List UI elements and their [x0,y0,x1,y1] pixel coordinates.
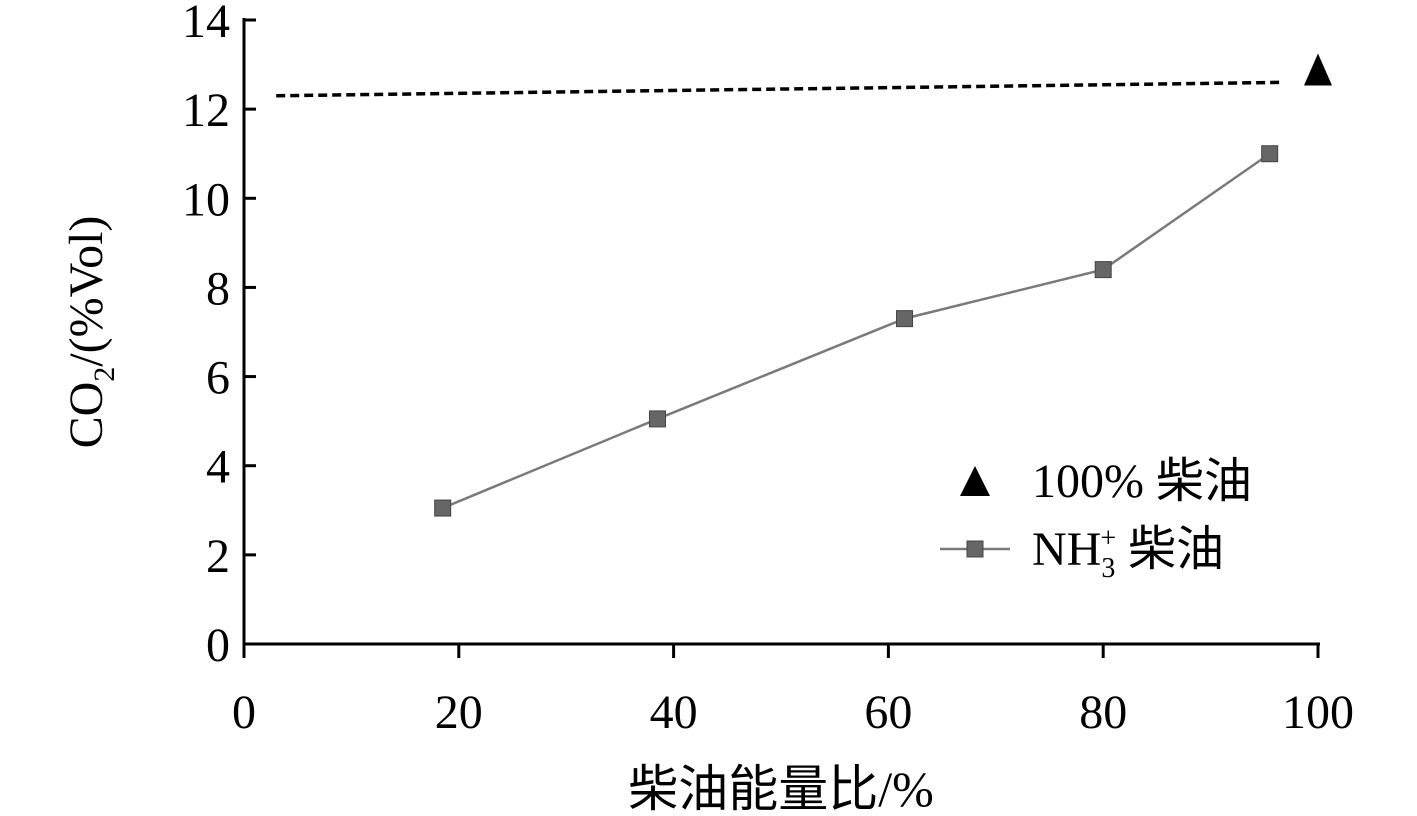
y-tick-label: 10 [182,173,230,226]
x-tick-label: 60 [864,686,912,739]
data-point-square [434,499,452,517]
y-tick-label: 6 [206,352,230,405]
series-pure-diesel [1304,53,1332,86]
y-tick-label: 0 [206,619,230,672]
legend-label-pure-diesel: 100% 柴油 [1032,455,1252,508]
x-tick-label: 100 [1282,686,1354,739]
axes-layer: 0 2 4 6 8 10 12 14 0 20 40 60 80 100 [182,0,1354,739]
legend-square-marker [966,540,984,558]
y-tick-label: 4 [206,441,230,494]
x-tick-label: 0 [232,686,256,739]
reference-layer [276,80,1281,98]
y-tick-label: 12 [182,84,230,137]
legend: 100% 柴油 NH3+ 柴油 [940,455,1252,584]
series-nh3-diesel [434,145,1279,517]
y-axis-label: CO2/(%Vol) [60,216,121,449]
data-point-square [648,410,666,428]
legend-triangle-marker [960,466,990,496]
x-axis-label: 柴油能量比/% [628,761,934,811]
axis-labels: 柴油能量比/% CO2/(%Vol) [60,216,934,816]
series-layer [434,53,1332,517]
data-point-square [1261,145,1279,163]
data-point-square [1094,261,1112,279]
y-tick-label: 8 [206,262,230,315]
data-point-square [896,310,914,328]
y-tick-label: 2 [206,530,230,583]
reference-dashed-line [276,80,1281,98]
y-tick-label: 14 [182,0,230,48]
x-tick-label: 20 [435,686,483,739]
x-tick-label: 40 [650,686,698,739]
x-tick-label: 80 [1079,686,1127,739]
legend-label-nh3-diesel: NH3+ 柴油 [1032,523,1224,584]
data-point-triangle [1304,53,1332,86]
